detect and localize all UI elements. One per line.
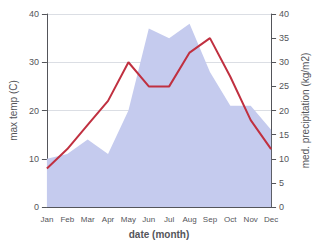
svg-text:Feb: Feb <box>60 215 74 224</box>
svg-text:20: 20 <box>279 106 289 116</box>
svg-text:0: 0 <box>279 202 284 212</box>
svg-text:20: 20 <box>29 106 39 116</box>
svg-text:40: 40 <box>279 9 289 19</box>
svg-text:max temp (C): max temp (C) <box>8 80 19 141</box>
svg-text:10: 10 <box>279 154 289 164</box>
svg-text:Sep: Sep <box>203 215 218 224</box>
svg-text:Dec: Dec <box>264 215 278 224</box>
svg-text:25: 25 <box>279 81 289 91</box>
svg-text:0: 0 <box>34 202 39 212</box>
svg-text:date (month): date (month) <box>129 229 190 240</box>
svg-text:15: 15 <box>279 130 289 140</box>
svg-text:10: 10 <box>29 154 39 164</box>
svg-text:Nov: Nov <box>244 215 258 224</box>
svg-text:5: 5 <box>279 178 284 188</box>
svg-text:May: May <box>121 215 136 224</box>
svg-text:Apr: Apr <box>102 215 115 224</box>
svg-text:30: 30 <box>29 57 39 67</box>
svg-text:Jul: Jul <box>164 215 174 224</box>
svg-text:35: 35 <box>279 33 289 43</box>
svg-text:Jan: Jan <box>40 215 53 224</box>
svg-text:Oct: Oct <box>224 215 237 224</box>
svg-text:Aug: Aug <box>182 215 196 224</box>
svg-text:30: 30 <box>279 57 289 67</box>
svg-text:med. precipitation (kg/m2): med. precipitation (kg/m2) <box>300 53 311 169</box>
svg-text:40: 40 <box>29 9 39 19</box>
svg-text:Mar: Mar <box>81 215 95 224</box>
svg-text:Jun: Jun <box>142 215 155 224</box>
